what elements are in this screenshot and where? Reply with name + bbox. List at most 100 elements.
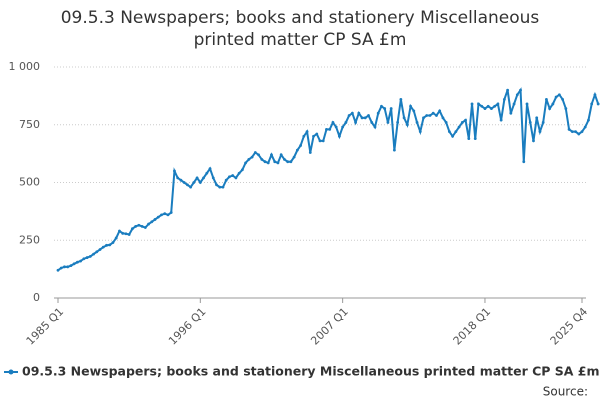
point [422,116,425,120]
point [483,107,487,110]
point [101,245,105,249]
point [263,160,267,164]
point [367,114,370,117]
point [160,213,163,217]
point [189,185,193,189]
point [173,169,176,173]
point [512,102,516,106]
point [266,161,270,165]
point [357,111,361,115]
point [567,127,571,131]
point [108,243,112,247]
point [237,171,241,175]
point [88,255,92,258]
point [66,265,70,269]
point [283,158,286,161]
point [150,220,154,224]
point [276,161,280,165]
point [202,176,205,180]
point [289,160,293,164]
point [490,107,493,110]
point [480,104,484,108]
point [260,158,264,161]
point [496,102,500,106]
series-line [57,87,600,272]
point [273,160,277,164]
point [240,168,244,172]
point [451,134,455,138]
point [124,232,128,236]
point [386,121,390,124]
point [551,102,555,106]
point [431,111,435,115]
point [134,224,138,228]
point [561,97,564,101]
point [447,130,451,134]
point [409,104,412,108]
point [215,183,218,187]
point [590,102,594,106]
point [140,224,144,228]
point [380,104,383,108]
point [79,259,83,263]
point [224,178,228,182]
point [270,153,273,157]
point [570,130,574,134]
point [428,114,432,117]
point [580,130,584,134]
point [341,125,345,129]
point [334,125,338,129]
point [399,97,403,101]
point [344,121,348,124]
point [118,229,121,233]
point [396,121,400,124]
point [321,139,325,143]
point [506,88,510,92]
legend-label: 09.5.3 Newspapers; books and stationery … [22,364,600,379]
x-tick-label: 2007 Q1 [308,305,351,348]
point [176,176,180,180]
point [72,262,76,266]
point [279,153,283,157]
point [130,227,134,231]
point [85,256,89,259]
point [548,107,552,110]
point [402,116,406,120]
point [470,102,474,106]
point [92,252,95,256]
point [147,222,150,226]
point [137,223,141,227]
point [477,102,480,106]
point [383,107,387,110]
point [354,121,357,124]
point [587,118,590,122]
y-tick-label: 500 [19,176,40,189]
point [554,95,558,99]
point [299,144,302,147]
point [373,125,377,129]
point [308,151,312,154]
point [114,236,118,240]
point [318,139,322,143]
point [195,176,199,180]
point [257,153,260,157]
point [185,183,189,187]
point [444,121,448,124]
point [247,158,251,161]
point [98,248,102,251]
point [63,265,66,269]
point [425,114,429,117]
point [105,243,108,247]
point [338,134,341,138]
point [525,102,529,106]
point [473,137,477,141]
x-tick-label: 1996 Q1 [166,305,209,348]
point [192,181,196,184]
point [577,132,581,136]
point [286,160,290,164]
y-tick-label: 250 [19,233,40,246]
point [460,121,464,124]
point [95,250,99,254]
point [166,213,170,217]
